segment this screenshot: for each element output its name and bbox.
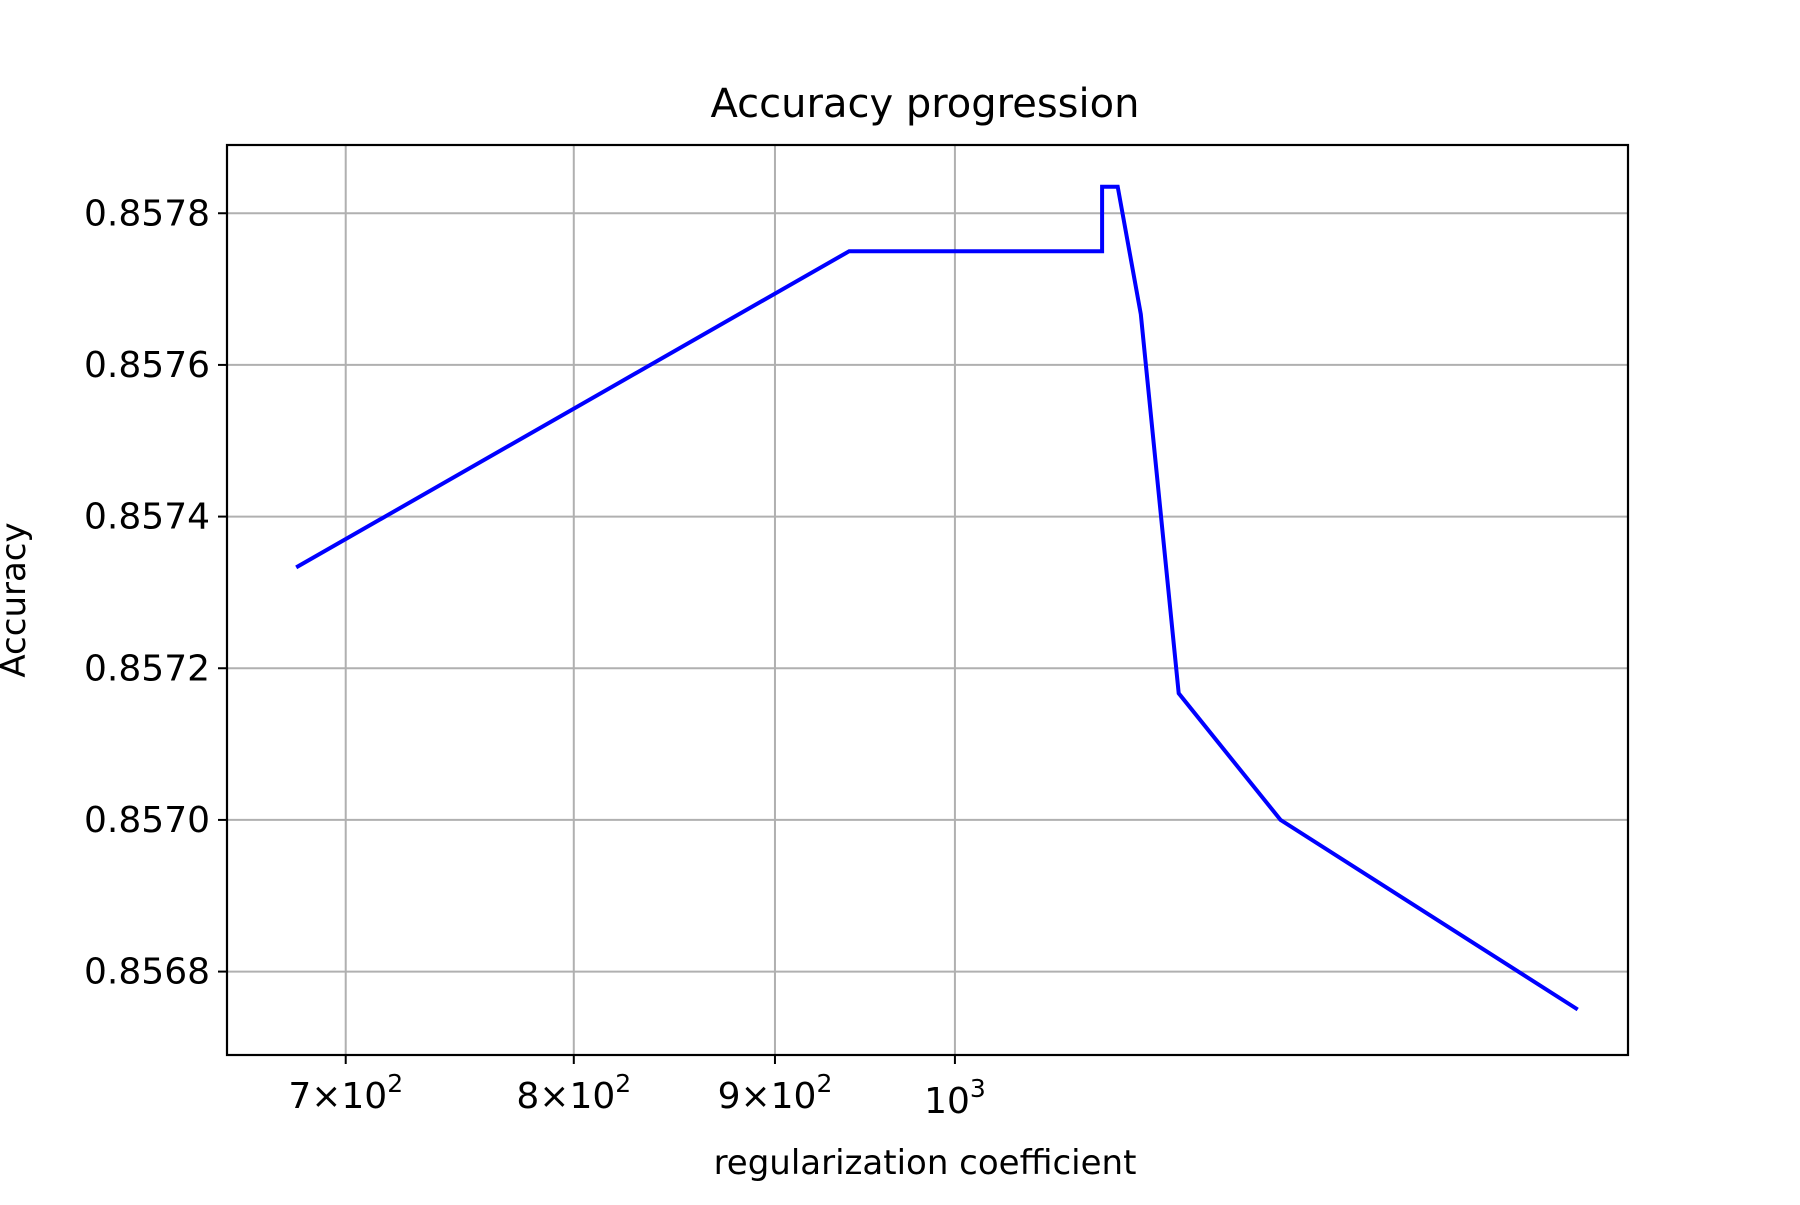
y-tick-label: 0.8576 [84, 345, 210, 386]
x-tick-label: 7×102 [288, 1069, 403, 1117]
y-axis-label: Accuracy [0, 522, 34, 677]
y-tick-label: 0.8572 [84, 648, 210, 689]
x-tick-label: 9×102 [718, 1069, 833, 1117]
y-tick-label: 0.8574 [84, 497, 210, 538]
x-tick-label: 103 [924, 1074, 986, 1122]
grid [227, 145, 1628, 1055]
series-layer [295, 184, 1579, 1012]
y-tick-label: 0.8578 [84, 193, 210, 234]
chart-title: Accuracy progression [711, 81, 1140, 127]
x-axis-label: regularization coefficient [714, 1143, 1137, 1183]
ticks: 0.8568 0.8570 0.8572 0.8574 0.8576 0.8578 7×10… [84, 193, 986, 1122]
series-line [295, 184, 1579, 1012]
y-tick-label: 0.8568 [84, 952, 210, 993]
x-tick-label: 8×102 [516, 1069, 631, 1117]
plot-frame [225, 143, 1630, 1057]
y-tick-label: 0.8570 [84, 800, 210, 841]
